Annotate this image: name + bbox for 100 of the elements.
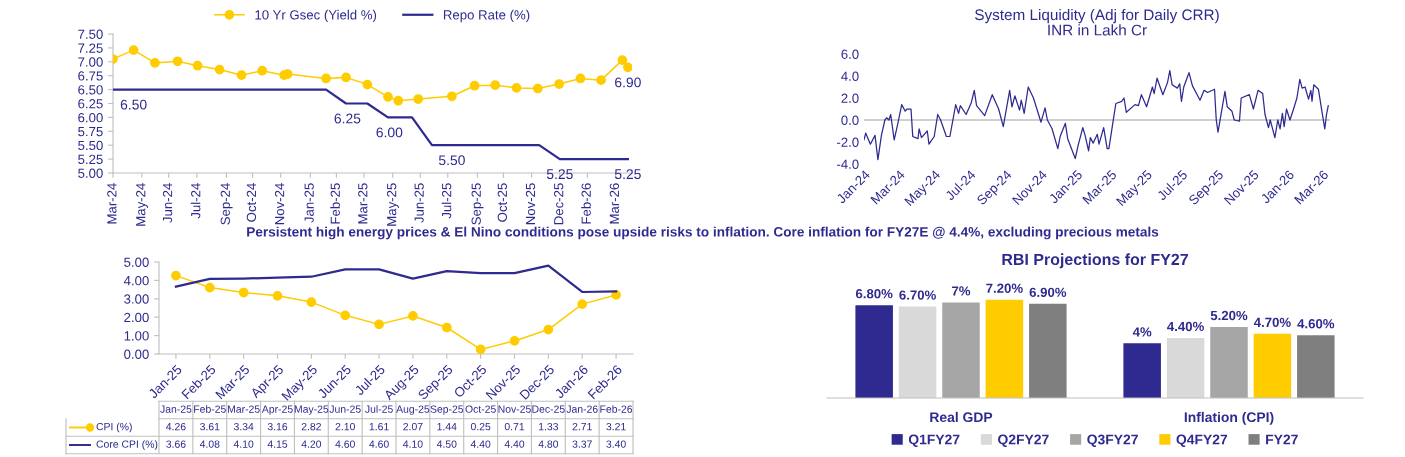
y-tick-label: 5.75 <box>78 127 103 137</box>
y-tick-label: 6.0 <box>841 49 859 59</box>
y-tick-label: 5.25 <box>78 154 103 165</box>
category-label: Mar-25 <box>228 405 260 413</box>
annotation: 6.90 <box>615 77 641 88</box>
x-tick-label: May-25 <box>386 183 399 226</box>
data-label: 3.37 <box>572 440 592 448</box>
x-tick-label: Sep-25 <box>471 183 484 225</box>
category-label: Dec-25 <box>532 405 565 413</box>
y-tick-label: 5.00 <box>78 168 103 178</box>
y-tick-label: -4.0 <box>836 159 859 169</box>
data-label: 0.25 <box>470 422 491 431</box>
data-label: 4.60 <box>369 440 389 448</box>
x-tick-label: Jun-25 <box>414 183 424 223</box>
y-tick-label: 6.00 <box>78 112 103 123</box>
category-label: Feb-26 <box>600 405 633 413</box>
data-label: 3.40 <box>606 440 626 448</box>
annotation: 5.50 <box>438 155 465 166</box>
y-tick-label: 4.0 <box>841 71 859 81</box>
x-tick-label: Jun-24 <box>162 183 173 223</box>
data-label: 4.60 <box>335 440 355 448</box>
y-tick-label: 4.00 <box>123 275 149 286</box>
y-tick-label: 5.50 <box>78 140 103 151</box>
category-label: Oct-25 <box>465 405 496 413</box>
data-label: 3.16 <box>267 422 288 431</box>
x-tick-label: Jul-24 <box>190 183 201 219</box>
data-label: 4.10 <box>233 440 254 448</box>
data-label: 3.66 <box>166 440 186 448</box>
y-tick-label: 7.00 <box>78 57 103 67</box>
x-tick-label: Mar-25 <box>358 183 368 224</box>
category-label: Jan-25 <box>160 405 192 413</box>
chart-subtitle: INR in Lakh Cr <box>1048 24 1147 36</box>
data-label: 4.08 <box>199 440 220 448</box>
data-label: 4.60% <box>1297 319 1335 329</box>
chart-title: System Liquidity (Adj for Daily CRR) <box>975 8 1219 24</box>
data-label: 1.44 <box>437 423 457 431</box>
legend-label: Repo Rate (%) <box>443 9 530 23</box>
data-label: 6.80% <box>855 289 893 299</box>
data-label: 4% <box>1132 327 1152 337</box>
legend-label: 10 Yr Gsec (Yield %) <box>255 9 377 23</box>
data-label: 4.80 <box>538 440 559 448</box>
legend-label: Core CPI (%) <box>96 440 158 450</box>
x-tick-label: Dec-25 <box>554 183 564 225</box>
y-tick-label: 7.50 <box>78 29 103 39</box>
data-label: 1.33 <box>539 422 559 431</box>
data-label: 6.70% <box>899 290 936 300</box>
y-tick-label: 6.75 <box>78 71 103 81</box>
x-tick-label: Oct-24 <box>246 183 257 222</box>
data-label: 4.40 <box>504 440 525 448</box>
data-label: 3.34 <box>233 422 254 431</box>
x-tick-label: May-24 <box>136 183 149 226</box>
data-label: 2.07 <box>403 422 423 431</box>
x-tick-label: Sep-24 <box>220 183 233 225</box>
data-label: 4.50 <box>436 440 457 448</box>
data-label: 7.20% <box>986 283 1023 293</box>
category-label: Jun-25 <box>329 405 361 413</box>
x-tick-label: Nov-24 <box>274 183 285 225</box>
data-label: 6.90% <box>1029 287 1067 297</box>
y-tick-label: 6.50 <box>78 85 103 95</box>
legend-label: FY27 <box>1266 434 1298 445</box>
y-tick-label: 2.0 <box>841 93 859 103</box>
data-label: 3.21 <box>606 422 626 431</box>
data-label: 4.20 <box>301 440 322 448</box>
x-tick-label: Jul-25 <box>441 183 452 219</box>
data-label: 1.61 <box>369 422 389 431</box>
data-label: 4.40% <box>1167 321 1204 332</box>
annotation: 6.25 <box>334 113 361 124</box>
category-label: Jul-25 <box>365 405 393 413</box>
x-tick-label: Mar-24 <box>107 183 117 224</box>
data-label: 0.71 <box>504 422 525 431</box>
x-tick-label: Feb-25 <box>330 183 340 224</box>
x-tick-label: Real GDP <box>930 411 993 423</box>
data-label: 4.10 <box>403 440 423 448</box>
data-label: 3.61 <box>200 422 220 431</box>
data-label: 4.26 <box>166 422 186 431</box>
x-tick-label: Nov-25 <box>525 183 536 225</box>
annotation: 5.25 <box>546 169 573 180</box>
annotation: 5.25 <box>614 169 641 180</box>
data-label: 5.20% <box>1210 310 1248 321</box>
legend-label: Q2FY27 <box>998 434 1049 447</box>
data-label: 2.82 <box>301 422 321 431</box>
y-tick-label: 2.00 <box>124 312 149 323</box>
y-tick-label: 1.00 <box>124 331 149 341</box>
text: Persistent high energy prices & El Nino conditions pose upside risks to inflation. Core inflation for FY27E @ 4.4%, excluding precious metals <box>247 226 1159 240</box>
annotation: 6.00 <box>376 127 403 138</box>
y-tick-label: 5.00 <box>124 257 149 267</box>
legend-label: Q1FY27 <box>908 434 960 447</box>
data-label: 4.15 <box>267 440 288 448</box>
data-label: 2.10 <box>335 422 355 431</box>
y-tick-label: 6.25 <box>78 99 103 109</box>
data-label: 4.40 <box>470 440 491 448</box>
legend-label: Q3FY27 <box>1087 434 1138 447</box>
y-tick-label: 0.00 <box>124 349 149 359</box>
y-tick-label: 0.0 <box>841 115 859 125</box>
category-label: Feb-25 <box>194 405 226 413</box>
y-tick-label: 7.25 <box>78 43 103 53</box>
data-label: 2.71 <box>572 422 592 431</box>
category-label: Nov-25 <box>498 405 531 413</box>
x-tick-label: Jan-25 <box>304 183 314 223</box>
data-label: 7% <box>952 286 971 296</box>
